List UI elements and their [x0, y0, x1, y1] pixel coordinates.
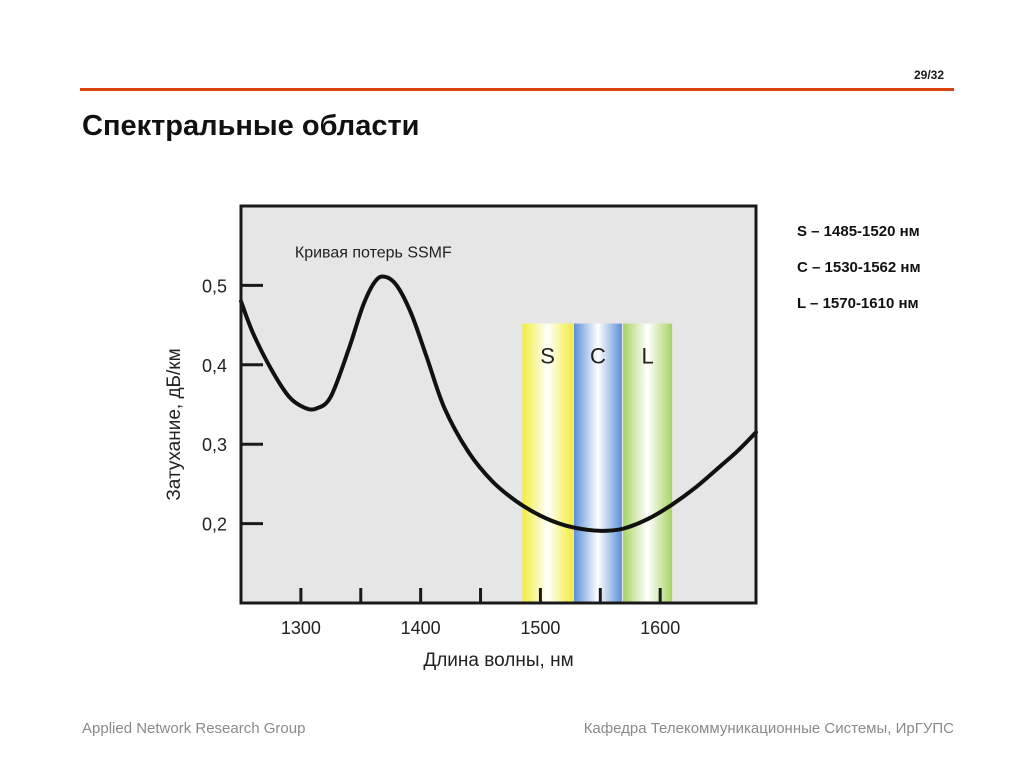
x-axis-label: Длина волны, нм	[423, 650, 573, 671]
band-label-s: S	[540, 344, 555, 369]
plot-frame	[239, 204, 758, 605]
band-range-list: S – 1485-1520 нм C – 1530-1562 нм L – 15…	[797, 222, 921, 330]
curve-annotation: Кривая потерь SSMF	[295, 245, 452, 262]
series-line-ssmf-loss	[239, 274, 758, 533]
band-range-l: L – 1570-1610 нм	[797, 295, 919, 312]
x-tick-label-1300: 1300	[281, 618, 321, 638]
band-label-c: C	[590, 344, 606, 369]
plot-area	[241, 206, 756, 603]
y-tick-label-0,5: 0,5	[202, 276, 227, 296]
slide-title: Спектральные области	[82, 110, 420, 142]
header-rule	[80, 88, 954, 91]
band-range-s: S – 1485-1520 нм	[797, 223, 920, 240]
footer-organization: Applied Network Research Group	[82, 720, 306, 737]
band-c	[573, 323, 622, 603]
y-tick-label-0,4: 0,4	[202, 356, 227, 376]
y-axis-label: Затухание, дБ/км	[164, 348, 185, 500]
page-number: 29/32	[913, 68, 944, 82]
x-tick-label-1400: 1400	[401, 618, 441, 638]
band-label-l: L	[641, 344, 653, 369]
axis-ticks: 1300 1400 1500 1600 0,2 0,3 0,4 0,5	[202, 276, 680, 638]
y-tick-label-0,2: 0,2	[202, 515, 227, 535]
x-tick-label-1500: 1500	[520, 618, 560, 638]
band-range-c: C – 1530-1562 нм	[797, 259, 921, 276]
footer-department: Кафедра Телекоммуникационные Системы, Ир…	[583, 720, 954, 737]
x-tick-label-1600: 1600	[640, 618, 680, 638]
y-tick-label-0,3: 0,3	[202, 435, 227, 455]
band-l	[623, 323, 673, 603]
band-s	[522, 323, 573, 603]
